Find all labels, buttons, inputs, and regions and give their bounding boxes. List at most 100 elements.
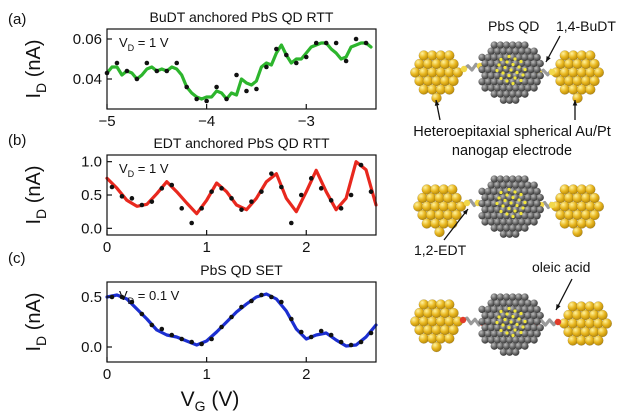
dopant-dot xyxy=(497,196,501,200)
dopant-dot xyxy=(515,70,519,75)
dopant-dot xyxy=(505,312,509,316)
label-electrode-2: nanogap electrode xyxy=(452,143,572,159)
y-axis-label-main: I xyxy=(23,219,45,225)
label-oleic-acid: oleic acid xyxy=(532,259,590,275)
data-point xyxy=(169,182,175,188)
data-point xyxy=(249,199,254,204)
data-point xyxy=(289,220,294,226)
drain-voltage-annotation-main: V xyxy=(119,35,128,50)
data-point xyxy=(249,298,254,304)
data-point xyxy=(159,186,165,191)
atom xyxy=(511,348,520,357)
atom xyxy=(448,75,459,87)
data-point xyxy=(149,322,155,328)
dopant-dot xyxy=(521,325,525,329)
data-point xyxy=(149,199,155,204)
dopant-dot xyxy=(499,309,503,314)
dopant-dot xyxy=(507,187,511,192)
data-point xyxy=(259,189,264,194)
ligand-end xyxy=(459,316,467,324)
atom xyxy=(585,218,596,229)
atom xyxy=(444,333,455,344)
drain-voltage-annotation-subscript: D xyxy=(128,296,135,306)
data-point xyxy=(164,68,170,74)
y-tick-label: 0.0 xyxy=(81,220,102,237)
data-point xyxy=(189,339,194,345)
dopant-dot xyxy=(505,212,509,216)
data-point xyxy=(239,207,244,212)
dopant-dot xyxy=(507,206,511,211)
dopant-dot xyxy=(509,68,513,72)
atom xyxy=(444,84,455,95)
data-point xyxy=(368,330,374,336)
arrow-head xyxy=(572,100,578,106)
data-point xyxy=(293,60,299,66)
data-point xyxy=(343,58,349,64)
dopant-dot xyxy=(515,203,519,208)
atom xyxy=(451,192,462,204)
data-point xyxy=(219,186,224,191)
dopant-dot xyxy=(501,71,505,75)
data-point xyxy=(318,328,324,334)
data-point xyxy=(259,292,264,298)
atom xyxy=(593,67,604,78)
y-tick-label: 0.06 xyxy=(73,31,102,48)
atom xyxy=(448,324,459,336)
atom xyxy=(593,335,604,346)
x-tick-label: −5 xyxy=(98,113,115,130)
atom xyxy=(452,67,463,78)
gold-electrode-left-3 xyxy=(410,299,463,353)
data-point xyxy=(144,60,150,66)
data-point xyxy=(219,324,224,330)
dopant-dot xyxy=(495,320,499,325)
dopant-dot xyxy=(507,306,511,311)
dopant-dot xyxy=(497,63,501,67)
y-axis-label-rest: (nA) xyxy=(23,165,45,208)
drain-voltage-annotation: VD = 0.1 V xyxy=(119,288,180,306)
data-point xyxy=(179,206,185,211)
dopant-dot xyxy=(503,317,507,322)
atom xyxy=(521,342,529,350)
atom xyxy=(451,209,462,221)
x-tick-label: 1 xyxy=(202,366,210,383)
dopant-dot xyxy=(511,333,515,338)
atom xyxy=(585,50,596,61)
atom xyxy=(585,184,596,195)
atom xyxy=(521,41,529,49)
arrow-electrode-right xyxy=(572,100,578,120)
data-point xyxy=(313,40,319,46)
atom xyxy=(536,323,545,332)
data-point xyxy=(264,64,269,70)
pbs-qd-3 xyxy=(478,293,545,357)
drain-voltage-annotation-rest: = 1 V xyxy=(134,161,169,176)
data-point xyxy=(209,189,214,194)
y-axis-label-subscript: D xyxy=(33,209,49,219)
dopant-dot xyxy=(495,201,499,206)
dopant-dot xyxy=(511,195,515,200)
dopant-dot xyxy=(523,67,527,72)
drain-voltage-annotation-subscript: D xyxy=(128,169,135,179)
dopant-dot xyxy=(505,60,509,64)
gold-electrode-left xyxy=(410,50,463,104)
y-axis-label-subscript: D xyxy=(33,83,49,93)
y-tick-label: 0.04 xyxy=(73,71,102,88)
y-axis-label: ID (nA) xyxy=(23,165,49,224)
dopant-dot xyxy=(499,328,503,333)
atom xyxy=(572,92,583,104)
atom xyxy=(455,201,466,212)
arrow-edt xyxy=(443,208,469,241)
ligand-end xyxy=(548,68,556,76)
chart-budt-rtt: BuDT anchored PbS QD RTT−5 −4 −30.040.06 VD… xyxy=(23,9,377,130)
dopant-dot xyxy=(509,320,513,324)
y-axis-label-subscript: D xyxy=(33,336,49,346)
atom xyxy=(448,307,459,319)
qd-dots-3 xyxy=(495,306,527,338)
atom xyxy=(572,226,583,238)
data-point xyxy=(279,184,284,190)
data-point xyxy=(179,336,185,342)
atom xyxy=(530,336,538,344)
dopant-dot xyxy=(509,201,513,205)
y-axis-label-rest: (nA) xyxy=(23,39,45,82)
plot-frame xyxy=(106,28,377,110)
